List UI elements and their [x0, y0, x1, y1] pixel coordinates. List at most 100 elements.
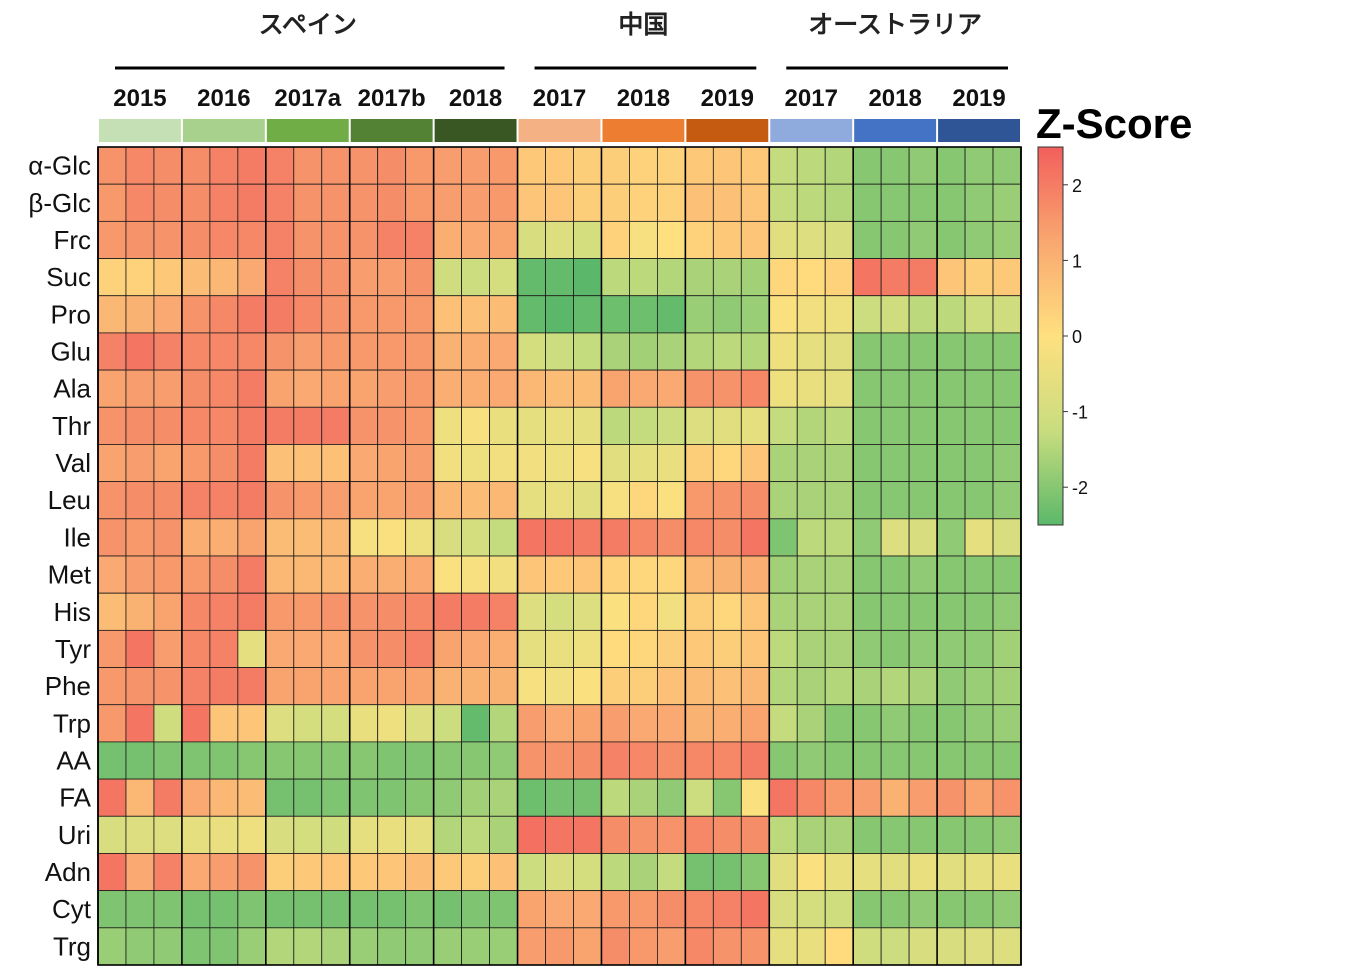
- heatmap-cell: [573, 927, 602, 966]
- heatmap-cell: [209, 146, 239, 185]
- heatmap-cell: [181, 667, 211, 706]
- heatmap-cell: [125, 853, 155, 892]
- heatmap-cell: [601, 146, 630, 185]
- heatmap-cell: [656, 444, 686, 483]
- heatmap-cell: [125, 704, 155, 743]
- heatmap-cell: [796, 741, 826, 780]
- heatmap-cell: [908, 406, 938, 445]
- heatmap-cell: [601, 481, 630, 520]
- heatmap-cell: [908, 927, 938, 966]
- heatmap-cell: [992, 704, 1022, 743]
- heatmap-cell: [964, 146, 994, 185]
- heatmap-cell: [489, 815, 518, 854]
- heatmap-cell: [768, 592, 798, 631]
- heatmap-cell: [684, 220, 714, 259]
- heatmap-cell: [293, 890, 323, 929]
- heatmap-cell: [265, 444, 295, 483]
- heatmap-cell: [629, 890, 658, 929]
- heatmap-cell: [377, 629, 407, 668]
- heatmap-cell: [740, 481, 770, 520]
- heatmap-cell: [824, 332, 854, 371]
- heatmap-cell: [656, 146, 686, 185]
- heatmap-cell: [852, 518, 882, 557]
- heatmap-cell: [209, 815, 239, 854]
- heatmap-cell: [237, 629, 267, 668]
- heatmap-cell: [684, 592, 714, 631]
- heatmap-cell: [796, 220, 826, 259]
- heatmap-cell: [377, 295, 407, 334]
- heatmap-cell: [992, 220, 1022, 259]
- heatmap-cell: [321, 295, 351, 334]
- heatmap-cell: [880, 592, 910, 631]
- heatmap-cell: [209, 778, 239, 817]
- heatmap-cell: [517, 629, 546, 668]
- heatmap-cell: [125, 481, 155, 520]
- heatmap-cell: [656, 332, 686, 371]
- heatmap-cell: [321, 667, 351, 706]
- heatmap-cell: [209, 220, 239, 259]
- heatmap-cell: [796, 146, 826, 185]
- heatmap-cell: [125, 406, 155, 445]
- heatmap-cell: [377, 444, 407, 483]
- heatmap-cell: [852, 406, 882, 445]
- heatmap-cell: [852, 332, 882, 371]
- heatmap-cell: [601, 667, 630, 706]
- heatmap-cell: [936, 258, 966, 297]
- heatmap-cell: [153, 183, 183, 222]
- row-label: Leu: [48, 485, 91, 515]
- heatmap-cell: [293, 815, 323, 854]
- heatmap-cell: [908, 629, 938, 668]
- year-label: 2017a: [274, 85, 341, 112]
- heatmap-cell: [237, 444, 267, 483]
- heatmap-cell: [293, 741, 323, 780]
- heatmap-cell: [936, 220, 966, 259]
- heatmap-cell: [740, 220, 770, 259]
- heatmap-cell: [545, 741, 574, 780]
- heatmap-cell: [768, 629, 798, 668]
- heatmap-cell: [209, 258, 239, 297]
- heatmap-cell: [796, 295, 826, 334]
- heatmap-cell: [852, 667, 882, 706]
- heatmap-cell: [349, 778, 379, 817]
- heatmap-cell: [629, 258, 658, 297]
- year-color-band: [938, 119, 1020, 142]
- heatmap-cell: [824, 815, 854, 854]
- heatmap-cell: [237, 555, 267, 594]
- heatmap-cell: [768, 444, 798, 483]
- heatmap-cell: [656, 853, 686, 892]
- heatmap-cell: [181, 853, 211, 892]
- heatmap-cell: [349, 295, 379, 334]
- heatmap-cell: [601, 183, 630, 222]
- heatmap-cell: [489, 220, 518, 259]
- heatmap-cell: [880, 258, 910, 297]
- heatmap-cell: [321, 592, 351, 631]
- heatmap-cell: [936, 592, 966, 631]
- heatmap-cell: [405, 592, 435, 631]
- year-label: 2017b: [358, 85, 426, 112]
- heatmap-cell: [349, 444, 379, 483]
- heatmap-cell: [964, 220, 994, 259]
- heatmap-cell: [265, 815, 295, 854]
- heatmap-cell: [321, 406, 351, 445]
- heatmap-cell: [461, 518, 490, 557]
- heatmap-cell: [265, 629, 295, 668]
- legend-tick-label: 1: [1072, 251, 1082, 271]
- heatmap-cell: [740, 890, 770, 929]
- heatmap-cell: [349, 481, 379, 520]
- heatmap-cell: [377, 704, 407, 743]
- heatmap-cell: [824, 555, 854, 594]
- heatmap-cell: [433, 258, 463, 297]
- heatmap-cell: [824, 592, 854, 631]
- heatmap-cell: [740, 518, 770, 557]
- heatmap-cell: [908, 332, 938, 371]
- heatmap-cell: [433, 295, 463, 334]
- heatmap-cell: [629, 555, 658, 594]
- heatmap-cell: [125, 258, 155, 297]
- heatmap-cell: [712, 592, 742, 631]
- heatmap-cell: [377, 667, 407, 706]
- heatmap-cell: [684, 518, 714, 557]
- heatmap-cell: [321, 890, 351, 929]
- heatmap-cell: [405, 406, 435, 445]
- heatmap-cell: [936, 704, 966, 743]
- heatmap-cell: [349, 555, 379, 594]
